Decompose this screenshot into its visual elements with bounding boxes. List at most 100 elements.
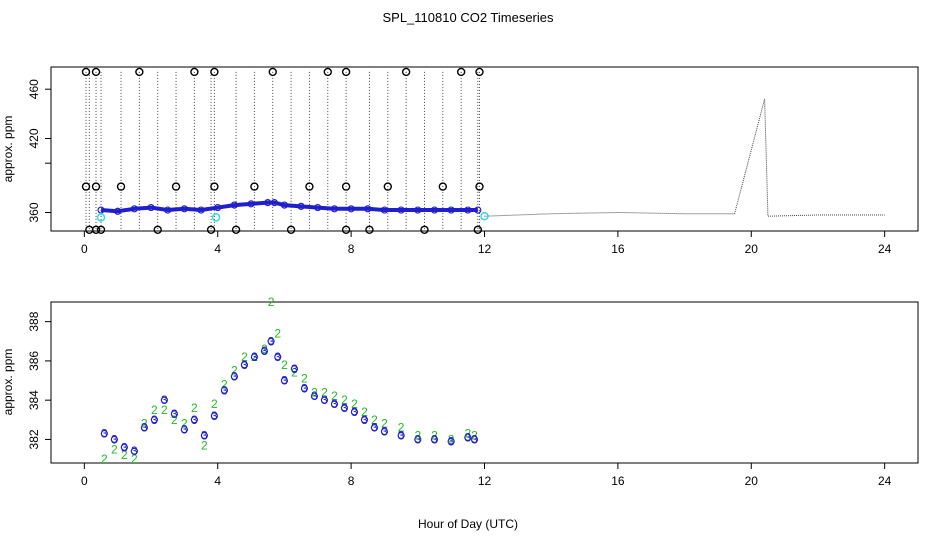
bottom-y-tick-label: 388	[27, 311, 41, 331]
black-point	[91, 67, 101, 77]
bottom-circle-point	[360, 416, 369, 424]
blue-point	[447, 206, 455, 214]
black-point	[420, 225, 429, 234]
black-point	[365, 225, 374, 234]
black-point	[456, 67, 466, 77]
series-3-marker: 3	[151, 413, 158, 427]
series-2-marker: 2	[464, 427, 471, 441]
series-3-marker: 3	[301, 381, 308, 395]
bottom-circle-point	[320, 396, 329, 404]
series-2-marker: 2	[131, 452, 138, 466]
series-2-marker: 2	[121, 448, 128, 462]
blue-point	[414, 206, 422, 214]
bottom-x-tick-label: 4	[214, 474, 221, 488]
bottom-circle-point	[230, 373, 239, 381]
series-2-marker: 2	[201, 438, 208, 452]
bottom-circle-point	[267, 337, 275, 345]
series-2-marker: 2	[141, 417, 148, 431]
series-2-marker: 2	[111, 442, 118, 456]
series-3-marker: 3	[274, 350, 281, 364]
blue-point	[147, 203, 155, 212]
blue-point	[297, 202, 305, 210]
blue-point	[264, 199, 272, 207]
black-point	[250, 182, 259, 191]
series-3-marker: 3	[231, 370, 238, 384]
black-point	[210, 67, 219, 77]
black-point	[210, 182, 219, 191]
bottom-circle-point	[210, 412, 218, 420]
series-3-marker: 3	[381, 425, 388, 439]
bottom-x-tick-label: 0	[81, 474, 88, 488]
series-2-marker: 2	[181, 417, 188, 431]
top-y-axis-label: approx. ppm	[1, 116, 15, 183]
series-3-marker: 3	[431, 432, 438, 446]
blue-point	[280, 201, 289, 209]
series-2-marker: 2	[281, 358, 288, 372]
black-point	[341, 225, 351, 234]
top-data-marks	[81, 67, 885, 234]
series-3-marker: 3	[181, 423, 188, 437]
bottom-circle-point	[200, 431, 208, 440]
bottom-y-tick-label: 382	[27, 429, 41, 449]
series-2-marker: 2	[291, 366, 298, 380]
series-2-marker: 2	[211, 397, 218, 411]
black-point	[91, 225, 101, 234]
series-3-marker: 3	[211, 409, 218, 423]
bottom-circle-point	[430, 435, 439, 444]
series-2-marker: 2	[251, 350, 258, 364]
series-2-marker: 2	[101, 452, 108, 466]
blue-point	[130, 205, 138, 213]
blue-point	[180, 205, 188, 213]
series-3-marker: 3	[121, 440, 128, 454]
bottom-y-tick-label: 384	[27, 390, 41, 410]
black-point	[190, 67, 199, 77]
bottom-circle-point	[380, 427, 389, 436]
bottom-x-tick-label: 12	[478, 474, 492, 488]
series-3-marker: 3	[371, 421, 378, 435]
black-point	[286, 225, 296, 234]
series-2-marker: 2	[331, 389, 338, 403]
series-3-marker: 3	[251, 350, 258, 364]
bottom-circle-point	[250, 353, 259, 361]
top-y-tick-label: 460	[27, 79, 41, 99]
series-2-marker: 2	[274, 326, 281, 340]
bottom-circle-point	[447, 437, 455, 446]
series-2-marker: 2	[191, 401, 198, 415]
series-3-marker: 3	[221, 383, 228, 397]
series-3-marker: 3	[131, 444, 138, 458]
bottom-circle-point	[240, 361, 249, 369]
series-2-marker: 2	[321, 385, 328, 399]
bottom-circle-point	[464, 433, 472, 442]
black-point	[383, 182, 392, 191]
blue-point	[97, 206, 105, 214]
series-2-marker: 2	[361, 405, 368, 419]
bottom-x-axis: 0 4 8 12 16 20 24	[81, 463, 892, 488]
bottom-circle-point	[190, 416, 198, 424]
blue-point	[397, 206, 405, 214]
black-point	[473, 225, 483, 234]
series-2-marker: 2	[448, 432, 455, 446]
series-3-marker: 3	[414, 432, 421, 446]
series-2-marker: 2	[431, 429, 438, 443]
black-point	[268, 67, 277, 77]
black-point	[341, 67, 351, 77]
bottom-circle-point	[100, 429, 108, 438]
x-axis-label: Hour of Day (UTC)	[418, 517, 518, 531]
series-3-marker: 3	[331, 397, 338, 411]
bottom-circle-point	[280, 376, 289, 385]
series-3-marker: 3	[311, 389, 318, 403]
blue-point	[347, 205, 355, 213]
top-x-axis: 0 4 8 12 16 20 24	[81, 231, 892, 256]
series-3-marker: 3	[361, 413, 368, 427]
bottom-x-tick-label: 20	[745, 474, 759, 488]
series-2-marker: 2	[241, 350, 248, 364]
series-3-marker: 3	[268, 334, 275, 348]
series-3-marker: 3	[171, 407, 178, 421]
series-3-marker: 3	[351, 405, 358, 419]
chart-title: SPL_110810 CO2 Timeseries	[382, 10, 554, 25]
series-3-marker: 3	[141, 421, 148, 435]
bottom-y-tick-label: 386	[27, 351, 41, 371]
